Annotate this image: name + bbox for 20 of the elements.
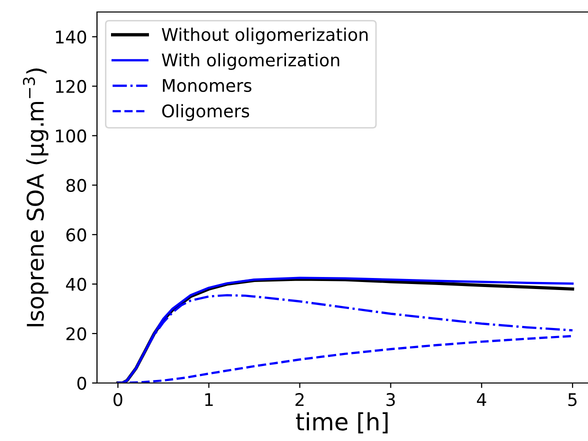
y-tick-label: 40 xyxy=(66,278,86,291)
legend-label: With oligomerization xyxy=(162,53,340,70)
x-tick-label: 2 xyxy=(296,393,304,406)
y-tick-label: 100 xyxy=(56,129,86,143)
y-tick-label: 60 xyxy=(66,228,86,242)
y-tick-label: 80 xyxy=(66,178,86,192)
x-tick-label: 3 xyxy=(386,393,395,406)
y-tick-label: 20 xyxy=(66,327,86,340)
y-axis-title: Isoprene SOA (μg.m$^{−3}$) xyxy=(22,68,48,326)
y-tick-label: 140 xyxy=(56,30,86,44)
y-tick-label: 0 xyxy=(77,376,86,390)
x-tick-label: 5 xyxy=(568,393,577,406)
legend-label: Oligomers xyxy=(162,104,250,121)
x-tick-label: 0 xyxy=(114,393,122,406)
x-axis-title: time [h] xyxy=(296,412,388,434)
x-tick-label: 1 xyxy=(205,393,213,406)
legend-label: Monomers xyxy=(162,79,252,92)
y-tick-label: 120 xyxy=(56,80,86,94)
x-tick-label: 4 xyxy=(476,393,486,406)
legend-label: Without oligomerization xyxy=(162,28,368,44)
